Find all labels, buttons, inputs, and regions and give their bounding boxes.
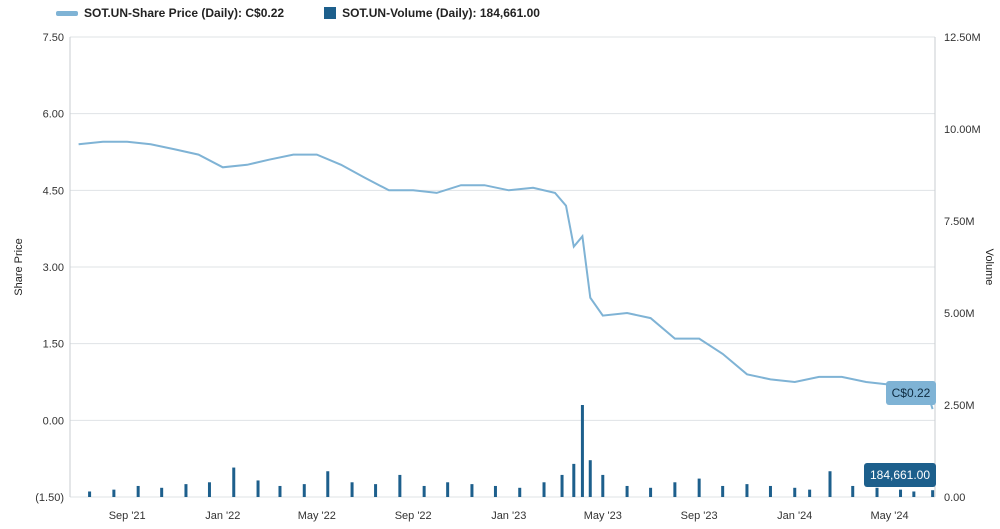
x-axis-ticks: Sep '21 Jan '22 May '22 Sep '22 Jan '23 May '… bbox=[109, 510, 909, 522]
volume-bars bbox=[88, 405, 935, 497]
volume-bar bbox=[350, 482, 354, 497]
volume-bar bbox=[572, 463, 576, 497]
y-tick-label: 6.00 bbox=[43, 109, 64, 121]
x-tick-label: Sep '23 bbox=[681, 510, 718, 522]
volume-bar bbox=[398, 474, 402, 497]
volume-bar bbox=[808, 489, 812, 497]
volume-bar bbox=[542, 482, 546, 497]
volume-bar bbox=[875, 487, 879, 497]
y-tick-label: (1.50) bbox=[35, 492, 64, 504]
legend-item-share-price[interactable]: SOT.UN-Share Price (Daily): C$0.22 bbox=[56, 6, 284, 20]
volume-bar bbox=[673, 482, 677, 497]
volume-bar bbox=[88, 491, 92, 497]
volume-bar bbox=[745, 484, 749, 497]
y2-tick-label: 0.00 bbox=[944, 492, 965, 504]
x-tick-label: Jan '22 bbox=[205, 510, 240, 522]
y-tick-label: 0.00 bbox=[43, 415, 64, 427]
volume-bar bbox=[326, 471, 330, 497]
y2-tick-label: 5.00M bbox=[944, 308, 975, 320]
x-tick-label: Sep '22 bbox=[395, 510, 432, 522]
volume-bar bbox=[649, 487, 653, 497]
x-tick-label: May '24 bbox=[870, 510, 908, 522]
volume-bar bbox=[160, 487, 164, 497]
volume-bar bbox=[912, 491, 916, 497]
y-tick-label: 1.50 bbox=[43, 339, 64, 351]
volume-bar bbox=[580, 405, 584, 497]
y-axis-ticks: 7.50 6.00 4.50 3.00 1.50 0.00 (1.50) bbox=[35, 32, 64, 504]
y2-tick-label: 12.50M bbox=[944, 32, 981, 44]
volume-callout: 184,661.00 bbox=[864, 463, 936, 487]
price-callout: C$0.22 bbox=[886, 381, 936, 405]
volume-bar bbox=[828, 471, 832, 497]
y2-tick-label: 2.50M bbox=[944, 400, 975, 412]
y2-axis-ticks: 12.50M 10.00M 7.50M 5.00M 2.50M 0.00 bbox=[944, 32, 981, 504]
volume-bar bbox=[899, 489, 903, 497]
volume-bar bbox=[136, 485, 140, 497]
legend-item-volume[interactable]: SOT.UN-Volume (Daily): 184,661.00 bbox=[324, 6, 540, 20]
y2-axis-title: Volume bbox=[983, 249, 995, 286]
volume-bar bbox=[446, 482, 450, 497]
y-tick-label: 7.50 bbox=[43, 32, 64, 44]
x-tick-label: Jan '24 bbox=[777, 510, 812, 522]
x-tick-label: Jan '23 bbox=[491, 510, 526, 522]
volume-bar bbox=[256, 480, 260, 497]
volume-bar bbox=[470, 484, 474, 497]
volume-swatch bbox=[324, 7, 337, 19]
volume-callout-text: 184,661.00 bbox=[870, 468, 930, 482]
volume-bar bbox=[625, 485, 629, 497]
volume-bar bbox=[851, 485, 855, 497]
gridlines bbox=[69, 36, 936, 498]
volume-bar bbox=[493, 485, 497, 497]
volume-bar bbox=[793, 487, 797, 497]
legend-share-price-label: SOT.UN-Share Price (Daily): C$0.22 bbox=[84, 6, 285, 20]
x-tick-label: May '23 bbox=[584, 510, 622, 522]
y2-tick-label: 7.50M bbox=[944, 216, 975, 228]
volume-bar bbox=[768, 485, 772, 497]
volume-bar bbox=[184, 484, 188, 497]
volume-bar bbox=[560, 474, 564, 497]
volume-bar bbox=[697, 478, 701, 497]
volume-bar bbox=[422, 485, 426, 497]
volume-bar bbox=[112, 489, 116, 497]
volume-bar bbox=[518, 487, 522, 497]
volume-bar bbox=[721, 485, 725, 497]
price-callout-text: C$0.22 bbox=[892, 386, 931, 400]
x-tick-label: May '22 bbox=[298, 510, 336, 522]
share-price-swatch bbox=[56, 10, 78, 16]
volume-bar bbox=[588, 460, 592, 497]
volume-bar bbox=[374, 484, 378, 497]
volume-bar bbox=[232, 467, 236, 497]
volume-bar bbox=[207, 482, 211, 497]
volume-bar bbox=[601, 474, 605, 497]
y2-tick-label: 10.00M bbox=[944, 124, 981, 136]
volume-bar bbox=[931, 490, 935, 497]
y-tick-label: 4.50 bbox=[43, 185, 64, 197]
volume-bar bbox=[302, 484, 306, 497]
x-tick-label: Sep '21 bbox=[109, 510, 146, 522]
share-price-line bbox=[78, 140, 934, 410]
legend-volume-label: SOT.UN-Volume (Daily): 184,661.00 bbox=[342, 6, 540, 20]
chart-legend: SOT.UN-Share Price (Daily): C$0.22 SOT.U… bbox=[56, 4, 540, 22]
y-tick-label: 3.00 bbox=[43, 262, 64, 274]
y-axis-title: Share Price bbox=[13, 238, 25, 295]
volume-bar bbox=[278, 485, 282, 497]
